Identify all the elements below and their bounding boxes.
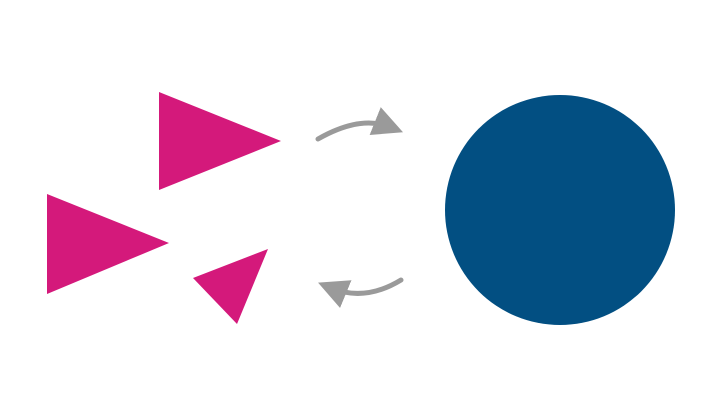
circle-shape [445,95,675,325]
triangle-group [47,92,281,324]
curved-arrow-right-icon [315,107,404,142]
triangle-bottom-left [47,194,169,294]
triangle-small [193,249,268,324]
curved-arrow-left-icon [318,277,404,308]
cycle-arrows [315,107,404,308]
triangle-top [159,92,281,190]
